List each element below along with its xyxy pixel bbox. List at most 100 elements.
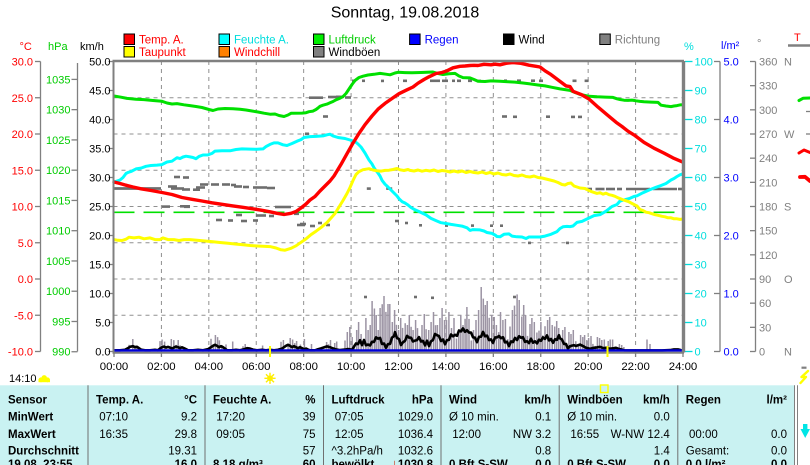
svg-text:10: 10 [695,318,707,330]
svg-text:-5.0: -5.0 [14,310,33,322]
svg-text:1005: 1005 [46,256,70,268]
svg-text:W-NW 12.4: W-NW 12.4 [611,429,671,441]
svg-text:10.0: 10.0 [89,289,110,301]
svg-text:120: 120 [759,250,777,262]
svg-text:1.0: 1.0 [724,289,739,301]
svg-text:4.0: 4.0 [724,115,739,127]
svg-text:Windböen: Windböen [329,47,381,59]
svg-text:990: 990 [52,347,70,359]
svg-text:300: 300 [759,105,777,117]
svg-text:45.0: 45.0 [89,86,110,98]
svg-text:T: T [794,32,801,44]
svg-text:0 Bft S-SW: 0 Bft S-SW [449,459,508,465]
svg-text:N: N [784,57,792,69]
svg-text:l/m²: l/m² [767,395,788,407]
svg-text:-10.0: -10.0 [8,347,33,359]
svg-text:S: S [784,202,791,214]
svg-text:5.0: 5.0 [724,57,739,69]
svg-text:15.0: 15.0 [12,165,33,177]
svg-text:Wind: Wind [519,35,545,47]
svg-text:Windböen: Windböen [567,395,622,407]
svg-text:30: 30 [695,260,707,272]
svg-text:%: % [305,395,315,407]
svg-text:l/m²: l/m² [721,40,740,52]
svg-text:km/h: km/h [80,41,104,53]
svg-text:1.4: 1.4 [654,446,671,458]
svg-text:75: 75 [303,429,316,441]
svg-text:NW 3.2: NW 3.2 [513,429,551,441]
svg-text:5.0: 5.0 [95,318,110,330]
svg-text:W: W [784,129,795,141]
svg-text:18:00: 18:00 [526,361,555,373]
svg-text:1010: 1010 [46,226,70,238]
svg-text:19.31: 19.31 [168,446,197,458]
svg-text:40.0: 40.0 [89,115,110,127]
svg-text:1032.6: 1032.6 [398,446,433,458]
svg-text:Gesamt:: Gesamt: [686,446,729,458]
svg-text:↓1030.8: ↓1030.8 [391,456,433,465]
svg-text:0.0: 0.0 [535,459,551,465]
svg-text:0.0: 0.0 [95,347,110,359]
svg-text:8.18 g/m³: 8.18 g/m³ [213,459,263,465]
svg-text:14:00: 14:00 [432,361,461,373]
svg-text:O: O [784,274,793,286]
svg-text:0: 0 [695,347,701,359]
svg-text:Luftdruck: Luftdruck [332,395,386,407]
svg-text:1015: 1015 [46,195,70,207]
svg-text:07:10: 07:10 [96,412,128,424]
svg-text:Sonntag, 19.08.2018: Sonntag, 19.08.2018 [331,5,480,22]
svg-text:17:20: 17:20 [213,412,245,424]
svg-text:35.0: 35.0 [89,144,110,156]
svg-text:3.0: 3.0 [724,173,739,185]
svg-text:°: ° [757,38,761,50]
svg-text:29.8: 29.8 [175,429,197,441]
svg-text:0 Bft S-SW: 0 Bft S-SW [567,459,626,465]
svg-text:270: 270 [759,129,777,141]
svg-text:1029.0: 1029.0 [398,412,433,424]
svg-text:Temp. A.: Temp. A. [139,35,184,47]
svg-text:0.0: 0.0 [654,412,670,424]
svg-text:12:00: 12:00 [384,361,413,373]
svg-text:Taupunkt: Taupunkt [139,47,186,59]
svg-text:Wind: Wind [449,395,477,407]
svg-text:30.0: 30.0 [89,173,110,185]
svg-text:0.8: 0.8 [535,446,551,458]
svg-text:20.0: 20.0 [89,231,110,243]
svg-text:60: 60 [759,298,771,310]
svg-text:bewölkt: bewölkt [332,459,375,465]
svg-text:330: 330 [759,81,777,93]
svg-text:10:00: 10:00 [337,361,366,373]
svg-text:1036.4: 1036.4 [398,429,434,441]
svg-text:06:00: 06:00 [242,361,271,373]
svg-text:0: 0 [759,347,765,359]
svg-text:240: 240 [759,153,777,165]
svg-text:Temp. A.: Temp. A. [96,395,143,407]
svg-text:Ø 10 min.: Ø 10 min. [449,412,499,424]
svg-text:16.0: 16.0 [175,459,197,465]
svg-text:20: 20 [695,289,707,301]
svg-text:MinWert: MinWert [8,412,53,424]
svg-text:Windchill: Windchill [234,47,280,59]
svg-text:km/h: km/h [643,395,670,407]
svg-text:10.0: 10.0 [12,202,33,214]
svg-text:25.0: 25.0 [89,202,110,214]
svg-text:N: N [784,347,792,359]
svg-text:180: 180 [759,202,777,214]
svg-text:24:00: 24:00 [669,361,698,373]
svg-text:°C: °C [20,41,32,53]
svg-text:50: 50 [695,202,707,214]
svg-text:0.0: 0.0 [724,347,739,359]
svg-text:14:10: 14:10 [9,373,37,385]
svg-text:57: 57 [303,446,316,458]
svg-text:0.0: 0.0 [18,274,33,286]
svg-text:02:00: 02:00 [147,361,176,373]
svg-text:09:05: 09:05 [213,429,245,441]
svg-text:150: 150 [759,226,777,238]
svg-text:9.2: 9.2 [181,412,197,424]
svg-text:60: 60 [303,459,316,465]
svg-text:995: 995 [52,316,70,328]
svg-text:0.0: 0.0 [771,446,787,458]
svg-text:04:00: 04:00 [195,361,224,373]
svg-text:0.0: 0.0 [771,429,787,441]
svg-text:70: 70 [695,144,707,156]
